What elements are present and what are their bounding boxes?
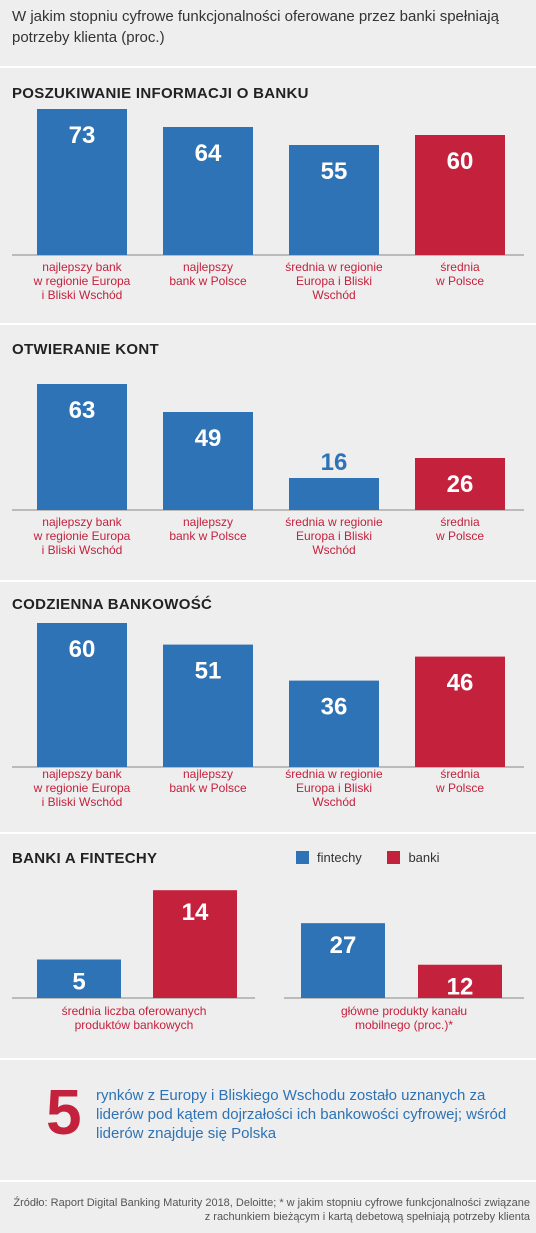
- bar-value-label: 14: [182, 899, 209, 926]
- category-label: najlepszy bank w regionie Europa i Bliski …: [33, 515, 131, 557]
- bar: [415, 656, 505, 767]
- divider: [0, 832, 536, 834]
- bar-value-label: 60: [69, 636, 96, 663]
- source-note: Źródło: Raport Digital Banking Maturity …: [13, 1197, 530, 1223]
- category-label: najlepszy bank w regionie Europa i Bliski …: [33, 767, 131, 809]
- chart-account-opening: 63 49 16 26: [12, 384, 524, 511]
- category-label: średnia w Polsce: [435, 260, 485, 288]
- bar-value-label: 27: [330, 932, 357, 959]
- bar-value-label: 16: [321, 449, 348, 476]
- section-title-account-opening: OTWIERANIE KONT: [12, 341, 159, 358]
- bar: [415, 458, 505, 510]
- bar: [301, 923, 385, 998]
- legend: fintechy banki: [296, 850, 462, 865]
- chart-banks-vs-fintechs: 5 14 27 12: [12, 890, 524, 1001]
- category-label: średnia w Polsce: [435, 515, 485, 543]
- bar: [289, 680, 379, 767]
- bar-value-label: 55: [321, 158, 348, 185]
- divider: [0, 1180, 536, 1182]
- legend-label-fintechy: fintechy: [317, 850, 362, 865]
- bar: [37, 623, 127, 767]
- legend-item-banki: banki: [387, 850, 440, 865]
- bar-value-label: 12: [447, 974, 474, 1001]
- section-title-information: POSZUKIWANIE INFORMACJI O BANKU: [12, 85, 309, 102]
- category-label: średnia w regionie Europa i Bliski Wschód: [285, 767, 383, 809]
- section-title-banks-vs-fintechs: BANKI A FINTECHY: [12, 850, 158, 867]
- bar: [289, 145, 379, 255]
- callout-number: 5: [46, 1076, 82, 1148]
- category-label: najlepszy bank w regionie Europa i Bliski …: [33, 260, 131, 302]
- bar: [418, 964, 502, 998]
- chart-everyday-banking: 60 51 36 46: [12, 623, 524, 768]
- bar-value-label: 73: [69, 122, 96, 149]
- infographic-title: W jakim stopniu cyfrowe funkcjonalności …: [12, 8, 499, 46]
- bar-value-label: 64: [195, 140, 222, 167]
- bar-value-label: 5: [72, 969, 85, 996]
- category-label: najlepszy bank w Polsce: [169, 515, 247, 543]
- divider: [0, 323, 536, 325]
- bar: [163, 644, 253, 767]
- category-label: średnia w Polsce: [435, 767, 485, 795]
- section-title-everyday-banking: CODZIENNA BANKOWOŚĆ: [12, 596, 213, 613]
- category-label: średnia liczba oferowanych produktów bank…: [61, 1004, 207, 1032]
- bar-value-label: 49: [195, 425, 222, 452]
- bar-value-label: 63: [69, 397, 96, 424]
- divider: [0, 580, 536, 582]
- bar: [37, 384, 127, 510]
- bar-value-label: 36: [321, 694, 348, 721]
- bar-value-label: 46: [447, 670, 474, 697]
- bar: [289, 478, 379, 510]
- legend-swatch-blue: [296, 851, 309, 864]
- category-label: średnia w regionie Europa i Bliski Wschód: [285, 260, 383, 302]
- bar-value-label: 51: [195, 658, 222, 685]
- category-label: główne produkty kanału mobilnego (proc.)*: [340, 1004, 468, 1032]
- callout-text: rynków z Europy i Bliskiego Wschodu zost…: [96, 1087, 507, 1142]
- chart-information-search: 73 64 55 60: [12, 109, 524, 256]
- bar-value-label: 26: [447, 471, 474, 498]
- legend-item-fintechy: fintechy: [296, 850, 362, 865]
- bar: [37, 959, 121, 998]
- legend-swatch-red: [387, 851, 401, 864]
- divider: [0, 66, 536, 68]
- bar: [153, 890, 237, 998]
- bar: [37, 109, 127, 255]
- bar: [163, 412, 253, 510]
- bar-value-label: 60: [447, 148, 474, 175]
- legend-label-banki: banki: [408, 850, 440, 865]
- category-label: najlepszy bank w Polsce: [169, 767, 247, 795]
- bar: [415, 135, 505, 255]
- bar: [163, 127, 253, 255]
- divider: [0, 1058, 536, 1060]
- category-label: najlepszy bank w Polsce: [169, 260, 247, 288]
- category-label: średnia w regionie Europa i Bliski Wschód: [285, 515, 383, 557]
